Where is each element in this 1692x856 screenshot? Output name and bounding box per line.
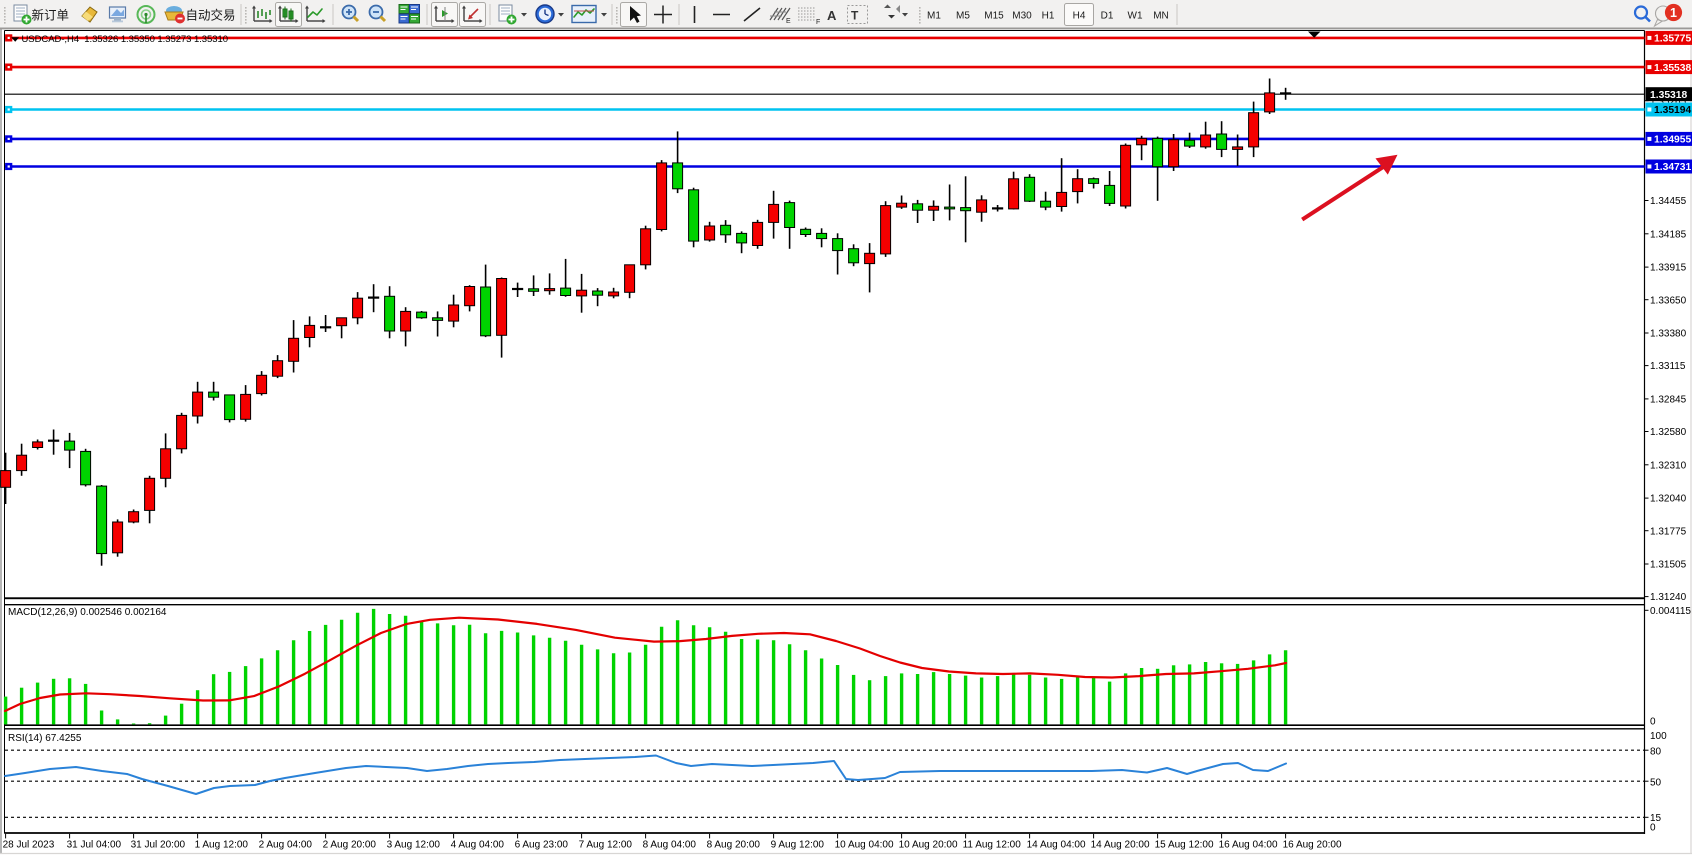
svg-text:7 Aug 12:00: 7 Aug 12:00 xyxy=(579,840,633,851)
svg-text:W1: W1 xyxy=(1128,11,1143,22)
svg-text:1.33650: 1.33650 xyxy=(1650,295,1687,306)
svg-text:14 Aug 20:00: 14 Aug 20:00 xyxy=(1091,840,1150,851)
svg-text:6 Aug 23:00: 6 Aug 23:00 xyxy=(515,840,569,851)
svg-text:8 Aug 04:00: 8 Aug 04:00 xyxy=(643,840,697,851)
svg-text:A: A xyxy=(827,8,837,23)
svg-text:D1: D1 xyxy=(1101,11,1114,22)
svg-text:M1: M1 xyxy=(927,11,941,22)
svg-text:3 Aug 12:00: 3 Aug 12:00 xyxy=(387,840,441,851)
svg-text:1.31775: 1.31775 xyxy=(1650,526,1687,537)
svg-text:1.33115: 1.33115 xyxy=(1650,361,1686,372)
svg-text:16 Aug 04:00: 16 Aug 04:00 xyxy=(1219,840,1278,851)
svg-text:9 Aug 12:00: 9 Aug 12:00 xyxy=(771,840,825,851)
svg-text:1.34185: 1.34185 xyxy=(1650,229,1687,240)
svg-text:RSI(14) 67.4255: RSI(14) 67.4255 xyxy=(8,733,82,744)
svg-text:28 Jul 2023: 28 Jul 2023 xyxy=(3,840,55,851)
svg-text:100: 100 xyxy=(1650,731,1667,742)
svg-text:1.34455: 1.34455 xyxy=(1650,196,1687,207)
svg-text:1.35194: 1.35194 xyxy=(1654,105,1691,116)
svg-text:1.35775: 1.35775 xyxy=(1654,34,1691,45)
svg-text:2 Aug 20:00: 2 Aug 20:00 xyxy=(323,840,377,851)
svg-text:USDCAD-,H4 1.35326 1.35350 1.: USDCAD-,H4 1.35326 1.35350 1.35273 1.353… xyxy=(22,34,228,45)
svg-text:4 Aug 04:00: 4 Aug 04:00 xyxy=(451,840,505,851)
svg-text:80: 80 xyxy=(1650,747,1662,758)
svg-text:T: T xyxy=(851,9,859,23)
svg-text:1.31240: 1.31240 xyxy=(1650,592,1687,603)
svg-text:1 Aug 12:00: 1 Aug 12:00 xyxy=(195,840,249,851)
svg-text:0: 0 xyxy=(1650,717,1656,728)
svg-text:10 Aug 20:00: 10 Aug 20:00 xyxy=(899,840,958,851)
svg-text:1.34731: 1.34731 xyxy=(1654,162,1691,173)
svg-text:H4: H4 xyxy=(1073,11,1086,22)
svg-text:MN: MN xyxy=(1153,11,1169,22)
svg-text:M5: M5 xyxy=(956,11,970,22)
svg-text:E: E xyxy=(786,18,791,25)
svg-text:15: 15 xyxy=(1650,813,1662,824)
svg-text:1.35265: 1.35265 xyxy=(1650,96,1687,107)
svg-text:10 Aug 04:00: 10 Aug 04:00 xyxy=(835,840,894,851)
svg-text:1.33915: 1.33915 xyxy=(1650,263,1687,274)
svg-text:31 Jul 20:00: 31 Jul 20:00 xyxy=(131,840,186,851)
svg-text:1.35538: 1.35538 xyxy=(1654,63,1691,74)
svg-text:MACD(12,26,9) 0.002546 0.00216: MACD(12,26,9) 0.002546 0.002164 xyxy=(8,607,167,618)
svg-text:0: 0 xyxy=(1650,823,1656,834)
svg-text:15 Aug 12:00: 15 Aug 12:00 xyxy=(1155,840,1214,851)
svg-text:新订单: 新订单 xyxy=(32,8,70,23)
svg-text:M15: M15 xyxy=(984,11,1004,22)
svg-text:50: 50 xyxy=(1650,777,1662,788)
svg-text:1: 1 xyxy=(1670,6,1677,20)
svg-text:1.31505: 1.31505 xyxy=(1650,560,1687,571)
svg-text:H1: H1 xyxy=(1042,11,1055,22)
svg-text:自动交易: 自动交易 xyxy=(186,8,236,23)
svg-text:1.32580: 1.32580 xyxy=(1650,427,1687,438)
svg-text:1.32310: 1.32310 xyxy=(1650,460,1687,471)
svg-text:0.004115: 0.004115 xyxy=(1650,606,1691,617)
svg-text:1.35318: 1.35318 xyxy=(1650,90,1687,101)
svg-text:1.33380: 1.33380 xyxy=(1650,329,1687,340)
svg-text:11 Aug 12:00: 11 Aug 12:00 xyxy=(963,840,1022,851)
svg-text:1.34955: 1.34955 xyxy=(1654,135,1691,146)
svg-text:1.32040: 1.32040 xyxy=(1650,494,1687,505)
svg-text:M30: M30 xyxy=(1012,11,1032,22)
svg-text:F: F xyxy=(816,19,820,26)
svg-text:8 Aug 20:00: 8 Aug 20:00 xyxy=(707,840,761,851)
svg-text:31 Jul 04:00: 31 Jul 04:00 xyxy=(67,840,122,851)
svg-text:1.32845: 1.32845 xyxy=(1650,395,1687,406)
svg-text:14 Aug 04:00: 14 Aug 04:00 xyxy=(1027,840,1086,851)
svg-text:16 Aug 20:00: 16 Aug 20:00 xyxy=(1283,840,1342,851)
svg-text:2 Aug 04:00: 2 Aug 04:00 xyxy=(259,840,313,851)
